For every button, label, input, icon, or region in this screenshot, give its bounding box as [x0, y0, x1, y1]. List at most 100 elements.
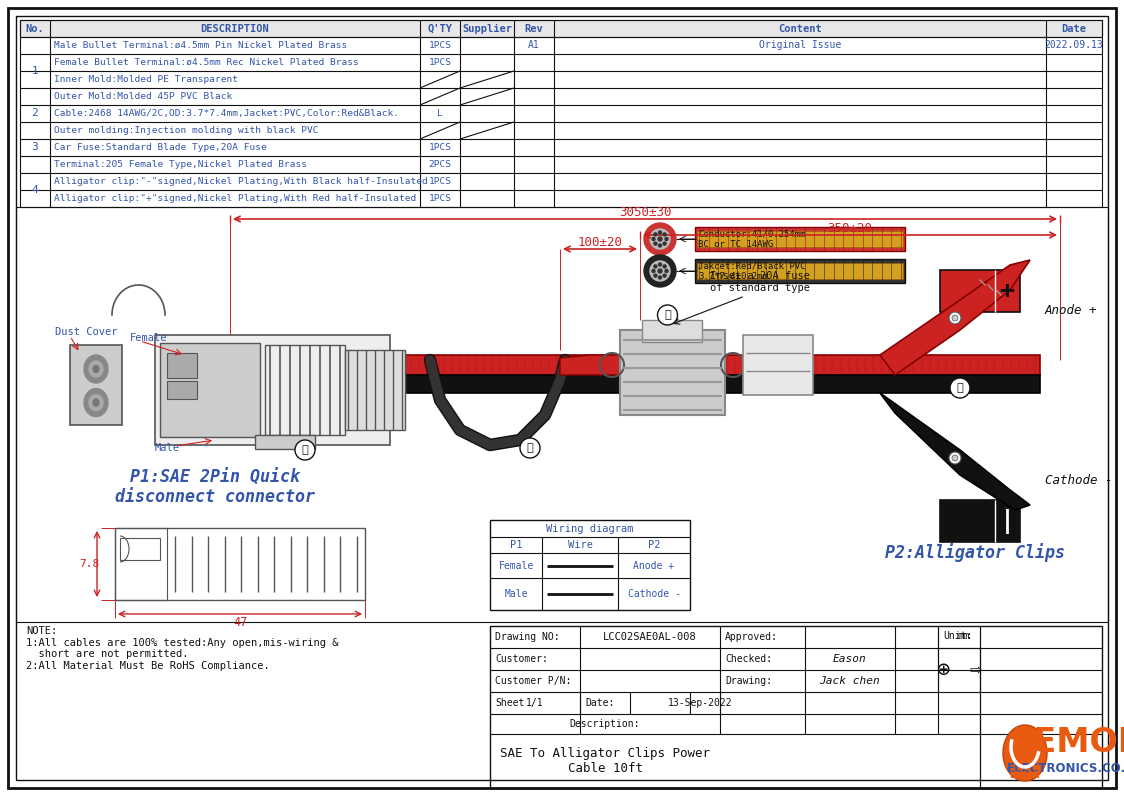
Text: 7.8: 7.8 — [79, 559, 99, 569]
Text: Male: Male — [155, 443, 180, 453]
Circle shape — [650, 229, 670, 249]
Bar — [697, 263, 903, 279]
Polygon shape — [560, 355, 640, 375]
Bar — [743, 335, 813, 395]
Text: 3: 3 — [31, 142, 38, 153]
Bar — [390, 375, 1040, 393]
Text: ④: ④ — [957, 383, 963, 393]
Bar — [620, 330, 725, 415]
Bar — [20, 20, 1102, 37]
Text: Customer:: Customer: — [495, 654, 547, 664]
Bar — [167, 381, 197, 399]
Text: 4: 4 — [31, 185, 38, 195]
Bar — [695, 227, 905, 251]
Circle shape — [952, 455, 958, 461]
Text: 3050±30: 3050±30 — [618, 205, 671, 218]
Text: |: | — [999, 509, 1015, 533]
Bar — [115, 528, 365, 600]
Circle shape — [658, 269, 662, 273]
Text: Drawing:: Drawing: — [725, 676, 772, 686]
Text: 2PCS: 2PCS — [428, 160, 452, 169]
Text: Car Fuse:Standard Blade Type,20A Fuse: Car Fuse:Standard Blade Type,20A Fuse — [54, 143, 266, 152]
Text: Eason: Eason — [833, 654, 867, 664]
Text: Supplier: Supplier — [462, 24, 513, 33]
Text: SAE To Alligator Clips Power: SAE To Alligator Clips Power — [500, 747, 710, 759]
Circle shape — [659, 263, 662, 266]
Text: 350±20: 350±20 — [827, 221, 872, 235]
Circle shape — [663, 242, 667, 245]
Circle shape — [952, 315, 958, 321]
Circle shape — [659, 276, 662, 279]
Text: Sheet: Sheet — [495, 698, 525, 708]
Circle shape — [949, 452, 961, 464]
Text: Approved:: Approved: — [725, 632, 778, 642]
Bar — [167, 353, 197, 378]
Bar — [490, 520, 690, 610]
Text: Female Bullet Terminal:ø4.5mm Rec Nickel Plated Brass: Female Bullet Terminal:ø4.5mm Rec Nickel… — [54, 58, 359, 67]
Circle shape — [665, 270, 668, 272]
Text: P1: P1 — [510, 540, 523, 550]
Text: No.: No. — [26, 24, 44, 33]
Circle shape — [949, 312, 961, 324]
Text: Date:: Date: — [584, 698, 615, 708]
Text: Jakcet:Red/Black PVC
3.7*7.4±0.2mm: Jakcet:Red/Black PVC 3.7*7.4±0.2mm — [698, 261, 806, 281]
Text: 1PCS: 1PCS — [428, 194, 452, 203]
Text: 47: 47 — [233, 615, 247, 629]
Text: 1PCS: 1PCS — [428, 41, 452, 50]
Polygon shape — [880, 393, 1030, 510]
Text: Female: Female — [130, 333, 167, 343]
Text: Outer Mold:Molded 45P PVC Black: Outer Mold:Molded 45P PVC Black — [54, 92, 233, 101]
Text: Drawing NO:: Drawing NO: — [495, 632, 560, 642]
Text: ELECTRONICS.CO.,LTD: ELECTRONICS.CO.,LTD — [1006, 763, 1124, 775]
Bar — [490, 626, 1102, 788]
Bar — [390, 355, 1040, 375]
Circle shape — [654, 233, 656, 236]
Ellipse shape — [89, 361, 103, 377]
Text: disconnect connector: disconnect connector — [115, 488, 315, 506]
Text: ①: ① — [301, 445, 308, 455]
Text: 13-Sep-2022: 13-Sep-2022 — [668, 698, 733, 708]
Circle shape — [294, 440, 315, 460]
Circle shape — [520, 438, 540, 458]
Bar — [255, 435, 315, 449]
Text: Content: Content — [778, 24, 822, 33]
Text: Cathode -: Cathode - — [1045, 474, 1113, 486]
Text: 1: 1 — [31, 66, 38, 76]
Text: Cable:2468 14AWG/2C,OD:3.7*7.4mm,Jacket:PVC,Color:Red&Black.: Cable:2468 14AWG/2C,OD:3.7*7.4mm,Jacket:… — [54, 109, 399, 118]
Circle shape — [654, 274, 656, 277]
Circle shape — [644, 255, 676, 287]
Text: ⇨: ⇨ — [969, 661, 981, 680]
Text: ②: ② — [527, 443, 534, 453]
Text: L: L — [437, 109, 443, 118]
Text: Cathode -: Cathode - — [627, 589, 680, 599]
Bar — [265, 345, 345, 435]
Text: Wire: Wire — [568, 540, 592, 550]
Bar — [940, 270, 1019, 312]
Text: mm: mm — [958, 631, 970, 641]
Text: Anode +: Anode + — [634, 561, 674, 571]
Text: Female: Female — [498, 561, 534, 571]
Text: 1PCS: 1PCS — [428, 143, 452, 152]
Text: Inner Mold:Molded PE Transparent: Inner Mold:Molded PE Transparent — [54, 75, 238, 84]
Text: P2:Alligator Clips: P2:Alligator Clips — [885, 544, 1066, 563]
Text: Anode +: Anode + — [1045, 303, 1097, 317]
Circle shape — [659, 244, 662, 247]
Text: Male: Male — [505, 589, 528, 599]
Text: Cable 10ft: Cable 10ft — [568, 763, 643, 775]
Circle shape — [654, 242, 656, 245]
Text: Original Issue: Original Issue — [759, 41, 841, 50]
Text: Dust Cover: Dust Cover — [55, 327, 118, 337]
Text: 2: 2 — [31, 108, 38, 119]
Text: NOTE:
1:All cables are 100% tested:Any open,mis-wiring &
  short are not permitt: NOTE: 1:All cables are 100% tested:Any o… — [26, 626, 338, 671]
Bar — [345, 350, 405, 430]
Text: 100±20: 100±20 — [578, 236, 623, 248]
Circle shape — [652, 237, 655, 240]
Circle shape — [654, 265, 656, 268]
Text: Date: Date — [1061, 24, 1087, 33]
Text: P1:SAE 2Pin Quick: P1:SAE 2Pin Quick — [130, 469, 300, 487]
Text: 1PCS: 1PCS — [428, 177, 452, 186]
Bar — [16, 207, 1108, 622]
Bar — [697, 231, 903, 247]
Circle shape — [663, 274, 667, 277]
Text: ③: ③ — [664, 310, 671, 320]
